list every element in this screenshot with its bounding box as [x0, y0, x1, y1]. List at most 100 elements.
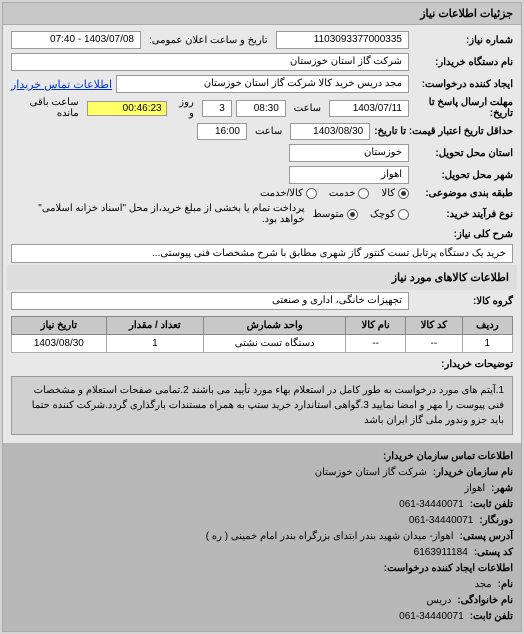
- process-note: پرداخت تمام یا بخشی از مبلغ خرید،از محل …: [11, 203, 309, 225]
- contact-org-row: نام سازمان خریدار: شرکت گاز استان خوزستا…: [11, 465, 513, 481]
- th-row: ردیف: [462, 317, 512, 335]
- remaining-time: 00:46:23: [87, 101, 167, 116]
- td-name: --: [346, 335, 406, 353]
- contact-fax-label: دورنگار:: [479, 513, 513, 529]
- row-buyer-org: نام دستگاه خریدار: شرکت گاز استان خوزستا…: [7, 51, 517, 73]
- radio-kala-khedmat-label: کالا/خدمت: [260, 188, 303, 199]
- need-desc-label: شرح کلی نیاز:: [413, 229, 513, 240]
- contact-address-label: آدرس پستی:: [460, 529, 513, 545]
- radio-small[interactable]: کوچک: [370, 209, 409, 220]
- creator-surname-row: نام خانوادگی: دریس: [11, 593, 513, 609]
- creator-name-value: مجد: [475, 577, 492, 593]
- contact-fax-value: 061-34440071: [409, 513, 474, 529]
- buyer-notes-label: توضیحات خریدار:: [413, 359, 513, 370]
- contact-section-title: اطلاعات تماس سازمان خریدار:: [383, 449, 513, 465]
- main-panel: جزئیات اطلاعات نیاز شماره نیاز: 11030933…: [2, 2, 522, 632]
- announce-datetime-value: 1403/07/08 - 07:40: [11, 31, 141, 49]
- creator-surname-value: دریس: [427, 593, 452, 609]
- price-deadline-date: 1403/08/30: [290, 123, 370, 140]
- radio-small-label: کوچک: [370, 209, 395, 220]
- process-type-group: کوچک متوسط: [313, 209, 409, 220]
- days-value: 3: [202, 100, 232, 117]
- table-header-row: ردیف کد کالا نام کالا واحد شمارش تعداد /…: [12, 317, 513, 335]
- radio-circle-icon: [398, 209, 409, 220]
- radio-kala-label: کالا: [381, 188, 395, 199]
- goods-section-title: اطلاعات کالاهای مورد نیاز: [7, 265, 517, 290]
- row-need-number: شماره نیاز: 1103093377000335 تاریخ و ساع…: [7, 29, 517, 51]
- contact-postal-value: 6163911184: [414, 545, 468, 561]
- subject-type-group: کالا خدمت کالا/خدمت: [260, 188, 409, 199]
- td-qty: 1: [106, 335, 203, 353]
- contact-city-row: شهر: اهواز: [11, 481, 513, 497]
- form-section: شماره نیاز: 1103093377000335 تاریخ و ساع…: [3, 25, 521, 443]
- buyer-org-label: نام دستگاه خریدار:: [413, 57, 513, 68]
- creator-section-row: اطلاعات ایجاد کننده درخواست:: [11, 561, 513, 577]
- deadline-send-label: مهلت ارسال پاسخ تا تاریخ:: [413, 97, 513, 119]
- price-deadline-time: 16:00: [197, 123, 247, 140]
- radio-kala[interactable]: کالا: [381, 188, 409, 199]
- contact-fax-row: دورنگار: 061-34440071: [11, 513, 513, 529]
- th-date: تاریخ نیاز: [12, 317, 107, 335]
- creator-name-label: نام:: [498, 577, 513, 593]
- th-qty: تعداد / مقدار: [106, 317, 203, 335]
- contact-phone-row: تلفن ثابت: 061-34440071: [11, 497, 513, 513]
- contact-address-value: اهواز- میدان شهید بندر ابتدای بزرگراه بن…: [206, 529, 454, 545]
- radio-kala-khedmat[interactable]: کالا/خدمت: [260, 188, 317, 199]
- creator-surname-label: نام خانوادگی:: [457, 593, 513, 609]
- contact-org-label: نام سازمان خریدار:: [433, 465, 513, 481]
- delivery-province-label: استان محل تحویل:: [413, 148, 513, 159]
- radio-circle-icon: [398, 188, 409, 199]
- row-delivery-province: استان محل تحویل: خوزستان: [7, 142, 517, 164]
- price-deadline-label: حداقل تاریخ اعتبار قیمت: تا تاریخ:: [374, 126, 513, 137]
- delivery-city-label: شهر محل تحویل:: [413, 170, 513, 181]
- radio-khedmat-label: خدمت: [329, 188, 356, 199]
- row-deadline-send: مهلت ارسال پاسخ تا تاریخ: 1403/07/11 ساع…: [7, 95, 517, 121]
- radio-circle-icon: [347, 209, 358, 220]
- delivery-city-value: اهواز: [289, 166, 409, 184]
- contact-link[interactable]: اطلاعات تماس خریدار: [11, 78, 112, 91]
- requester-label: ایجاد کننده درخواست:: [413, 79, 513, 90]
- need-number-label: شماره نیاز:: [413, 35, 513, 46]
- td-row: 1: [462, 335, 512, 353]
- delivery-province-value: خوزستان: [289, 144, 409, 162]
- deadline-send-time: 08:30: [236, 100, 286, 117]
- table-row: 1 -- -- دستگاه تست نشتی 1 1403/08/30: [12, 335, 513, 353]
- goods-group-label: گروه کالا:: [413, 296, 513, 307]
- row-subject-type: طبقه بندی موضوعی: کالا خدمت کالا/خدمت: [7, 186, 517, 201]
- contact-postal-label: کد پستی:: [474, 545, 513, 561]
- time-label-1: ساعت: [290, 103, 325, 114]
- buyer-org-value: شرکت گاز استان خوزستان: [11, 53, 409, 71]
- contact-address-row: آدرس پستی: اهواز- میدان شهید بندر ابتدای…: [11, 529, 513, 545]
- goods-group-value: تجهیزات خانگی، اداری و صنعتی: [11, 292, 409, 310]
- radio-circle-icon: [358, 188, 369, 199]
- creator-phone-value: 061-34440071: [399, 609, 464, 625]
- goods-table-wrap: ردیف کد کالا نام کالا واحد شمارش تعداد /…: [7, 312, 517, 357]
- contact-org-value: شرکت گاز استان خوزستان: [315, 465, 427, 481]
- process-type-label: نوع فرآیند خرید:: [413, 209, 513, 220]
- remaining-label: ساعت باقی مانده: [11, 97, 83, 119]
- creator-phone-label: تلفن ثابت:: [470, 609, 513, 625]
- row-process-type: نوع فرآیند خرید: کوچک متوسط پرداخت تمام …: [7, 201, 517, 227]
- row-requester: ایجاد کننده درخواست: مجد دریس خرید کالا …: [7, 73, 517, 95]
- row-buyer-notes-label: توضیحات خریدار:: [7, 357, 517, 372]
- row-need-desc: شرح کلی نیاز:: [7, 227, 517, 242]
- contact-city-label: شهر:: [491, 481, 513, 497]
- creator-phone-row: تلفن ثابت: 061-34440071: [11, 609, 513, 625]
- deadline-send-date: 1403/07/11: [329, 100, 409, 117]
- contact-title-row: اطلاعات تماس سازمان خریدار:: [11, 449, 513, 465]
- radio-khedmat[interactable]: خدمت: [329, 188, 370, 199]
- contact-city-value: اهواز: [464, 481, 485, 497]
- contact-section: اطلاعات تماس سازمان خریدار: نام سازمان خ…: [3, 443, 521, 631]
- row-goods-group: گروه کالا: تجهیزات خانگی، اداری و صنعتی: [7, 290, 517, 312]
- panel-title: جزئیات اطلاعات نیاز: [3, 3, 521, 25]
- row-delivery-city: شهر محل تحویل: اهواز: [7, 164, 517, 186]
- creator-section-title: اطلاعات ایجاد کننده درخواست:: [384, 561, 513, 577]
- radio-medium[interactable]: متوسط: [313, 209, 358, 220]
- contact-postal-row: کد پستی: 6163911184: [11, 545, 513, 561]
- contact-phone-label: تلفن ثابت:: [470, 497, 513, 513]
- contact-phone-value: 061-34440071: [399, 497, 464, 513]
- need-desc-box: خرید یک دستگاه پرتابل تست کنتور گاز شهری…: [11, 244, 513, 263]
- th-name: نام کالا: [346, 317, 406, 335]
- th-unit: واحد شمارش: [203, 317, 345, 335]
- announce-datetime-label: تاریخ و ساعت اعلان عمومی:: [145, 35, 272, 46]
